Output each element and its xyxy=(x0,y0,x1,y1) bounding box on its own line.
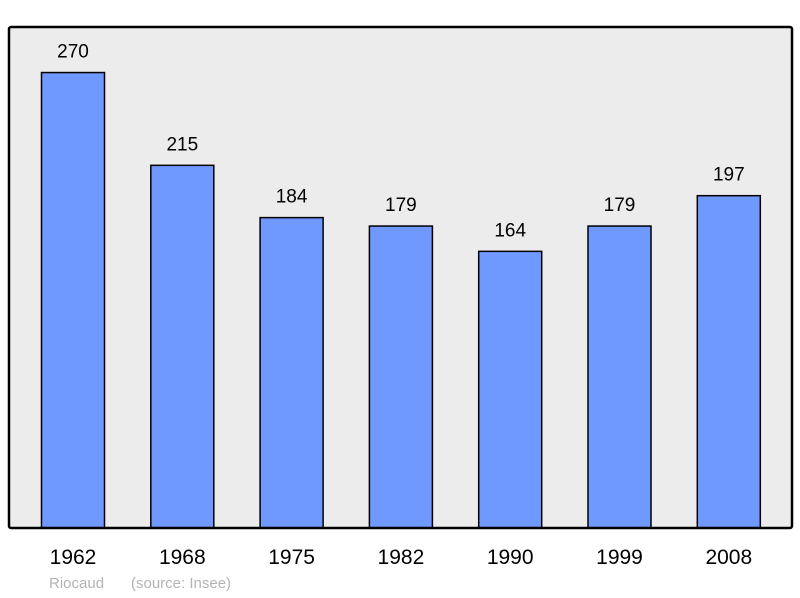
plot-border xyxy=(7,25,794,530)
bar-2008 xyxy=(696,194,762,529)
data-label-1990: 164 xyxy=(494,220,526,241)
bar-1962 xyxy=(40,71,106,529)
place-name: Riocaud xyxy=(49,575,105,592)
bar-1999 xyxy=(587,225,652,529)
data-label-1982: 179 xyxy=(385,195,417,216)
x-tick-label-1962: 1962 xyxy=(50,546,97,569)
x-tick-label-1999: 1999 xyxy=(596,546,643,569)
data-label-1968: 215 xyxy=(166,134,198,155)
x-tick-label-2008: 2008 xyxy=(705,546,752,569)
bar-1982 xyxy=(368,225,434,529)
bar-1990 xyxy=(477,250,543,529)
bar-1975 xyxy=(259,216,324,529)
x-tick-label-1968: 1968 xyxy=(159,546,206,569)
x-tick-label-1975: 1975 xyxy=(268,546,315,569)
x-tick-label-1982: 1982 xyxy=(378,546,425,569)
source-note: (source: Insee) xyxy=(131,575,232,592)
data-label-1975: 184 xyxy=(276,187,308,208)
x-tick-label-1990: 1990 xyxy=(487,546,534,569)
data-label-2008: 197 xyxy=(713,165,745,186)
data-label-1962: 270 xyxy=(57,42,89,63)
data-label-1999: 179 xyxy=(604,195,636,216)
bar-1968 xyxy=(150,164,215,529)
